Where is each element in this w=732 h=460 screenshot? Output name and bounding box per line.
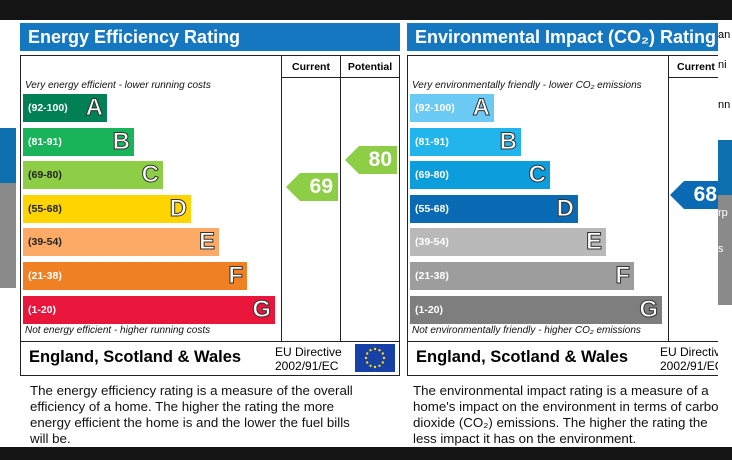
energy-band-a: (92-100) A — [23, 94, 107, 122]
right-edge-text-3: nn — [718, 99, 731, 111]
environment-description: The environmental impact rating is a mea… — [413, 383, 718, 446]
energy-top-note: Very energy efficient - lower running co… — [25, 80, 211, 91]
environment-band-letter: G — [639, 295, 659, 323]
environment-band-range: (1-20) — [415, 303, 444, 316]
energy-band-range: (81-91) — [28, 135, 62, 148]
energy-band-letter: B — [112, 127, 130, 155]
energy-efficiency-panel: Energy Efficiency Rating Current Potenti… — [17, 20, 403, 447]
right-edge-text-1: an — [718, 29, 731, 41]
environment-band-a: (92-100) A — [410, 94, 494, 122]
energy-band-range: (21-38) — [28, 270, 62, 282]
energy-band-e: (39-54) E — [23, 228, 219, 257]
environment-directive: EU Directive 2002/91/EC — [660, 345, 718, 373]
environmental-impact-panel: Environmental Impact (CO₂) Rating Curren… — [404, 20, 718, 447]
left-edge-background-lower — [0, 288, 16, 447]
energy-band-letter: E — [198, 228, 215, 256]
environment-band-range: (39-54) — [415, 236, 449, 249]
energy-column-divider-2 — [340, 56, 341, 341]
environment-directive-line2: 2002/91/EC — [660, 359, 718, 373]
energy-directive: EU Directive 2002/91/EC — [275, 345, 342, 373]
environment-band-letter: C — [528, 161, 546, 189]
environment-footer: England, Scotland & Wales EU Directive 2… — [407, 342, 718, 376]
energy-band-range: (69-80) — [28, 169, 62, 182]
energy-potential-header: Potential — [341, 56, 399, 78]
environment-rating-table: Current Very environmentally friendly - … — [407, 55, 718, 342]
right-edge-text-2: ni — [718, 59, 727, 71]
energy-band-f: (21-38) F — [23, 262, 247, 290]
environment-panel-title: Environmental Impact (CO₂) Rating — [407, 23, 718, 51]
energy-footer-title: England, Scotland & Wales — [29, 348, 242, 366]
energy-band-letter: C — [141, 161, 159, 189]
energy-band-c: (69-80) C — [23, 161, 163, 190]
energy-band-range: (92-100) — [28, 102, 68, 114]
environment-current-header: Current — [669, 56, 718, 78]
environment-band-range: (21-38) — [415, 270, 449, 282]
energy-band-b: (81-91) B — [23, 127, 134, 156]
environment-band-c: (69-80) C — [410, 161, 550, 190]
environment-band-b: (81-91) B — [410, 127, 521, 156]
environment-band-letter: E — [585, 228, 602, 256]
energy-band-letter: A — [85, 94, 103, 122]
environment-band-e: (39-54) E — [410, 228, 606, 257]
energy-current-rating-arrow: 69 — [286, 173, 338, 201]
environment-band-range: (55-68) — [415, 202, 449, 215]
environment-band-letter: A — [472, 94, 490, 122]
right-edge-text-4: rp — [718, 207, 728, 219]
energy-bottom-note: Not energy efficient - higher running co… — [25, 325, 211, 336]
energy-description: The energy efficiency rating is a measur… — [30, 383, 353, 446]
environment-band-letter: F — [615, 262, 631, 290]
environment-band-d: (55-68) D — [410, 194, 578, 223]
environment-band-letter: B — [499, 127, 517, 155]
energy-band-range: (1-20) — [28, 303, 57, 316]
energy-rating-table: Current Potential Very energy efficient … — [20, 55, 400, 342]
energy-band-letter: G — [252, 295, 272, 323]
energy-band-letter: D — [169, 194, 187, 222]
energy-directive-line1: EU Directive — [275, 345, 342, 359]
right-edge-text-5: s — [718, 243, 724, 255]
environment-band-range: (81-91) — [415, 135, 449, 148]
energy-band-g: (1-20) G — [23, 295, 275, 324]
right-edge-blue-block — [718, 140, 732, 195]
energy-footer: England, Scotland & Wales EU Directive 2… — [20, 342, 400, 376]
energy-band-d: (55-68) D — [23, 194, 191, 223]
left-edge-gray-block — [0, 183, 16, 288]
energy-potential-rating-arrow: 80 — [345, 146, 397, 174]
environment-band-g: (1-20) G — [410, 295, 662, 324]
right-edge-page-fragment: an ni nn rp s — [718, 20, 732, 447]
energy-panel-title: Energy Efficiency Rating — [20, 23, 400, 51]
energy-band-letter: F — [228, 262, 244, 290]
energy-current-header: Current — [282, 56, 340, 78]
left-edge-background — [0, 20, 16, 128]
environment-top-note: Very environmentally friendly - lower CO… — [412, 80, 642, 91]
right-edge-gray-block: rp s — [718, 195, 732, 305]
eu-flag-icon — [355, 344, 395, 372]
environment-current-rating-arrow: 68 — [670, 181, 718, 209]
energy-band-range: (55-68) — [28, 202, 62, 215]
energy-directive-line2: 2002/91/EC — [275, 359, 339, 373]
environment-footer-title: England, Scotland & Wales — [416, 348, 629, 366]
environment-directive-line1: EU Directive — [660, 345, 718, 359]
left-edge-blue-block — [0, 128, 16, 183]
energy-band-range: (39-54) — [28, 236, 62, 249]
energy-column-divider-1 — [281, 56, 282, 341]
environment-band-letter: D — [556, 194, 574, 222]
environment-band-range: (69-80) — [415, 169, 449, 182]
environment-bottom-note: Not environmentally friendly - higher CO… — [412, 325, 641, 336]
environment-band-range: (92-100) — [415, 102, 455, 114]
top-dark-bar — [0, 0, 732, 20]
bottom-dark-bar — [0, 447, 732, 460]
environment-column-divider-1 — [668, 56, 669, 341]
environment-band-f: (21-38) F — [410, 262, 634, 290]
